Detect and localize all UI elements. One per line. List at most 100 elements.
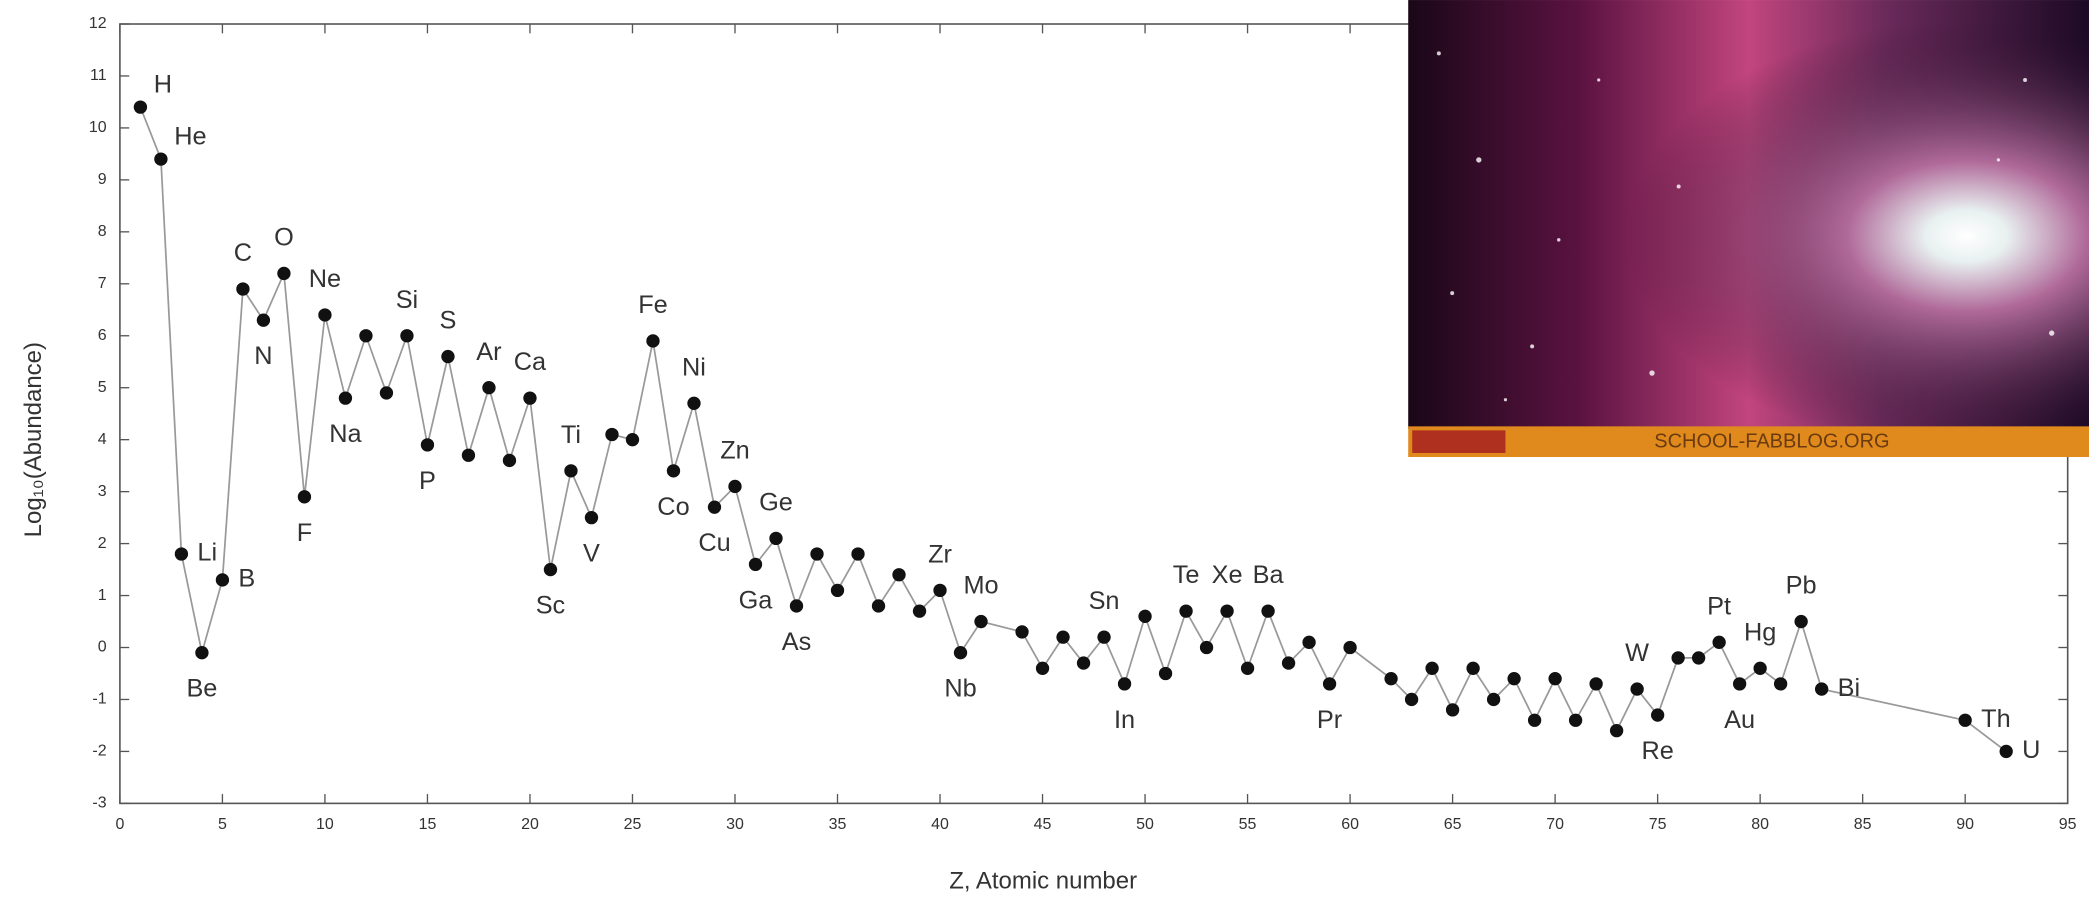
data-point <box>1999 744 2013 759</box>
data-point <box>830 583 845 598</box>
point-label: Ba <box>1253 561 1285 589</box>
x-tick-label: 40 <box>931 816 949 833</box>
x-tick-label: 5 <box>218 816 227 833</box>
data-point <box>543 562 558 577</box>
data-point <box>769 531 783 546</box>
data-point <box>1794 614 1808 629</box>
data-point <box>789 599 804 613</box>
inset-image: SCHOOL-FABBLOG.ORG <box>1408 0 2089 457</box>
data-point <box>1445 703 1460 717</box>
data-point <box>892 568 906 582</box>
data-point <box>1650 708 1665 722</box>
x-tick-label: 30 <box>726 816 744 833</box>
point-label: Ni <box>682 353 706 381</box>
point-label: Re <box>1641 737 1673 765</box>
data-point <box>523 391 537 405</box>
point-label: N <box>254 342 272 370</box>
point-label: Sn <box>1089 587 1120 615</box>
inset-caption: SCHOOL-FABBLOG.ORG <box>1654 431 1889 453</box>
data-point <box>359 329 373 343</box>
point-label: Ga <box>739 586 774 614</box>
data-point <box>1568 713 1583 727</box>
y-tick-label: 8 <box>98 223 107 240</box>
y-tick-label: 6 <box>98 327 107 344</box>
x-tick-label: 80 <box>1751 816 1769 833</box>
data-point <box>1281 656 1296 670</box>
data-point <box>707 500 722 514</box>
x-tick-label: 85 <box>1854 816 1872 833</box>
point-label: Cu <box>698 529 730 557</box>
x-tick-label: 75 <box>1649 816 1667 833</box>
data-point <box>1732 677 1747 691</box>
y-tick-label: 9 <box>98 171 107 188</box>
point-label: F <box>297 519 312 547</box>
data-point <box>728 479 742 494</box>
data-point <box>625 433 640 447</box>
data-point <box>1466 661 1480 675</box>
x-tick-label: 20 <box>521 816 539 833</box>
data-point <box>687 396 701 410</box>
data-point <box>1404 692 1419 707</box>
glow <box>1408 0 2089 430</box>
data-point <box>174 547 189 561</box>
point-label: Xe <box>1212 561 1243 589</box>
x-tick-label: 90 <box>1956 816 1974 833</box>
data-point <box>1117 677 1132 691</box>
data-point <box>1076 656 1091 670</box>
data-point <box>1240 661 1255 675</box>
data-point <box>1507 672 1521 686</box>
data-point <box>420 438 435 452</box>
data-point <box>1527 713 1542 727</box>
point-label: He <box>174 122 206 150</box>
y-tick-label: -2 <box>92 743 106 760</box>
data-point <box>1199 640 1214 655</box>
point-label: Li <box>197 539 217 567</box>
data-point <box>277 266 291 281</box>
y-tick-label: 2 <box>98 535 107 552</box>
data-point <box>400 329 414 343</box>
data-point <box>912 604 927 618</box>
data-point <box>1671 651 1685 665</box>
point-label: Pb <box>1786 572 1817 600</box>
data-point <box>1814 682 1829 696</box>
data-point <box>1220 604 1234 618</box>
data-point <box>564 464 578 478</box>
data-point <box>666 464 681 478</box>
data-point <box>461 448 476 462</box>
point-label: Na <box>329 420 362 448</box>
point-label: Hg <box>1744 618 1776 646</box>
x-tick-label: 25 <box>624 816 642 833</box>
x-tick-label: 50 <box>1136 816 1154 833</box>
y-tick-label: 10 <box>89 119 107 136</box>
data-point <box>1261 604 1275 618</box>
data-point <box>1179 604 1193 618</box>
data-point <box>974 614 988 629</box>
x-tick-label: 45 <box>1034 816 1052 833</box>
data-point <box>379 386 394 400</box>
data-point <box>1035 661 1050 675</box>
point-label: Ne <box>309 265 341 293</box>
point-label: Ar <box>476 338 501 366</box>
data-point <box>1384 672 1398 686</box>
data-point <box>646 334 660 348</box>
caption-bar <box>1408 426 2089 457</box>
y-tick-label: -1 <box>92 691 106 708</box>
point-label: Te <box>1173 561 1200 589</box>
point-label: B <box>238 565 255 593</box>
data-point <box>1630 682 1644 696</box>
y-tick-label: 7 <box>98 275 107 292</box>
data-point <box>1343 640 1357 655</box>
data-point <box>1486 692 1501 707</box>
point-label: Zn <box>720 436 750 464</box>
point-label: Fe <box>638 291 668 319</box>
data-point <box>1322 677 1337 691</box>
x-tick-label: 15 <box>419 816 437 833</box>
data-point <box>605 427 619 442</box>
data-point <box>953 646 968 660</box>
data-point <box>1958 713 1972 727</box>
data-point <box>236 282 250 296</box>
data-point <box>256 313 271 327</box>
point-label: H <box>154 71 172 99</box>
y-axis-title: Log₁₀(Abundance) <box>20 342 47 537</box>
